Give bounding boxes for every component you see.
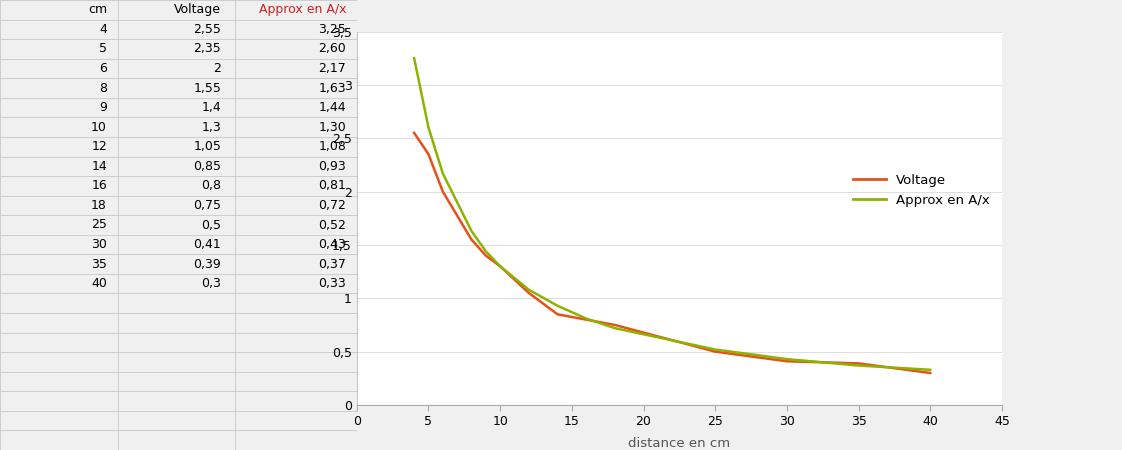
Text: 16: 16 xyxy=(91,180,107,192)
Text: 0,37: 0,37 xyxy=(319,258,346,270)
Approx en A/x xyxy=(522,287,535,292)
Text: 1,3: 1,3 xyxy=(202,121,221,134)
Voltage xyxy=(608,322,622,328)
Voltage xyxy=(923,370,937,376)
Voltage xyxy=(465,237,478,242)
Approx en A/x xyxy=(852,363,865,368)
Text: 12: 12 xyxy=(91,140,107,153)
Text: 1,4: 1,4 xyxy=(202,101,221,114)
Voltage xyxy=(422,152,435,157)
Approx en A/x xyxy=(465,228,478,234)
Text: 1,44: 1,44 xyxy=(319,101,346,114)
Voltage xyxy=(708,349,721,354)
Text: 0,85: 0,85 xyxy=(193,160,221,173)
Text: 0,52: 0,52 xyxy=(319,219,346,231)
Voltage xyxy=(436,189,450,194)
Text: 40: 40 xyxy=(91,277,107,290)
Approx en A/x xyxy=(608,325,622,331)
Voltage xyxy=(852,361,865,366)
Approx en A/x xyxy=(780,356,793,362)
Legend: Voltage, Approx en A/x: Voltage, Approx en A/x xyxy=(847,169,995,212)
X-axis label: distance en cm: distance en cm xyxy=(628,437,730,450)
Text: 0,8: 0,8 xyxy=(201,180,221,192)
Text: 6: 6 xyxy=(99,62,107,75)
Text: 2: 2 xyxy=(213,62,221,75)
Text: 5: 5 xyxy=(99,42,107,55)
Text: 1,05: 1,05 xyxy=(193,140,221,153)
Approx en A/x xyxy=(494,264,507,269)
Voltage xyxy=(780,359,793,364)
Voltage xyxy=(522,290,535,296)
Text: 0,33: 0,33 xyxy=(319,277,346,290)
Text: 2,55: 2,55 xyxy=(193,23,221,36)
Text: 0,81: 0,81 xyxy=(319,180,346,192)
Text: 25: 25 xyxy=(91,219,107,231)
Text: 18: 18 xyxy=(91,199,107,212)
Text: 0,39: 0,39 xyxy=(193,258,221,270)
Text: 30: 30 xyxy=(91,238,107,251)
Text: Approx en A/x: Approx en A/x xyxy=(258,3,346,16)
Voltage xyxy=(407,130,421,135)
Voltage xyxy=(494,264,507,269)
Text: 35: 35 xyxy=(91,258,107,270)
Text: 1,08: 1,08 xyxy=(319,140,346,153)
Approx en A/x xyxy=(479,249,493,254)
Approx en A/x xyxy=(422,125,435,130)
Approx en A/x xyxy=(708,347,721,352)
Text: Voltage: Voltage xyxy=(174,3,221,16)
Text: 0,93: 0,93 xyxy=(319,160,346,173)
Text: 1,63: 1,63 xyxy=(319,81,346,94)
Approx en A/x xyxy=(436,171,450,176)
Text: 3,25: 3,25 xyxy=(319,23,346,36)
Approx en A/x xyxy=(551,303,564,308)
Text: 8: 8 xyxy=(99,81,107,94)
Voltage xyxy=(579,317,592,322)
Text: cm: cm xyxy=(88,3,107,16)
Approx en A/x xyxy=(923,367,937,373)
Text: 0,5: 0,5 xyxy=(201,219,221,231)
Voltage xyxy=(479,253,493,258)
Text: 0,72: 0,72 xyxy=(319,199,346,212)
Approx en A/x xyxy=(579,316,592,321)
Text: 2,17: 2,17 xyxy=(319,62,346,75)
Text: 9: 9 xyxy=(99,101,107,114)
Text: 10: 10 xyxy=(91,121,107,134)
Text: 2,60: 2,60 xyxy=(319,42,346,55)
Text: 0,3: 0,3 xyxy=(201,277,221,290)
Text: 1,30: 1,30 xyxy=(319,121,346,134)
Text: 1,55: 1,55 xyxy=(193,81,221,94)
Text: 14: 14 xyxy=(91,160,107,173)
Voltage xyxy=(551,311,564,317)
Text: 0,43: 0,43 xyxy=(319,238,346,251)
Line: Voltage: Voltage xyxy=(414,133,930,373)
Text: 4: 4 xyxy=(99,23,107,36)
Approx en A/x xyxy=(407,55,421,61)
Text: 2,35: 2,35 xyxy=(193,42,221,55)
Text: 0,75: 0,75 xyxy=(193,199,221,212)
Text: 0,41: 0,41 xyxy=(193,238,221,251)
Line: Approx en A/x: Approx en A/x xyxy=(414,58,930,370)
